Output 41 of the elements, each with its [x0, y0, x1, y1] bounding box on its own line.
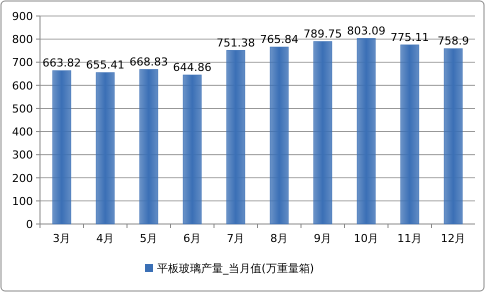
data-label: 789.75	[304, 27, 342, 40]
bar	[444, 48, 463, 224]
bar	[313, 41, 332, 224]
bar	[139, 69, 158, 224]
data-label: 663.82	[42, 56, 81, 70]
bar	[226, 50, 246, 224]
data-label: 644.86	[173, 60, 212, 74]
x-tick-label: 4月	[96, 232, 114, 245]
bar	[356, 38, 376, 224]
x-tick-label: 8月	[270, 232, 288, 245]
x-tick-label: 7月	[226, 232, 245, 245]
bar	[270, 46, 289, 224]
x-tick-label: 11月	[397, 232, 422, 245]
y-tick-label: 200	[12, 172, 33, 185]
data-label: 765.84	[260, 33, 298, 46]
y-tick-label: 500	[12, 102, 33, 116]
x-tick-label: 12月	[440, 232, 466, 245]
x-tick-label: 10月	[354, 232, 379, 245]
data-label: 668.83	[130, 55, 168, 68]
data-label: 775.11	[390, 30, 429, 44]
y-tick-label: 900	[12, 10, 33, 23]
x-tick-label: 5月	[140, 232, 158, 245]
bar	[400, 44, 420, 224]
data-label: 751.38	[216, 36, 255, 50]
y-tick-label: 400	[12, 126, 33, 139]
y-tick-label: 600	[12, 79, 33, 92]
y-tick-label: 300	[12, 148, 33, 162]
legend-label: 平板玻璃产量_当月值(万重量箱)	[157, 262, 314, 275]
bar	[96, 72, 115, 224]
y-tick-label: 0	[26, 218, 33, 231]
data-label: 758.9	[438, 34, 469, 48]
y-tick-label: 800	[12, 33, 33, 46]
bar	[52, 70, 72, 224]
bar	[182, 74, 202, 224]
y-tick-label: 700	[12, 56, 33, 70]
y-tick-label: 100	[12, 194, 33, 208]
x-tick-label: 9月	[314, 232, 332, 245]
data-label: 803.09	[347, 24, 386, 38]
x-tick-label: 3月	[52, 232, 71, 245]
data-label: 655.41	[86, 58, 124, 72]
x-tick-label: 6月	[183, 232, 202, 245]
